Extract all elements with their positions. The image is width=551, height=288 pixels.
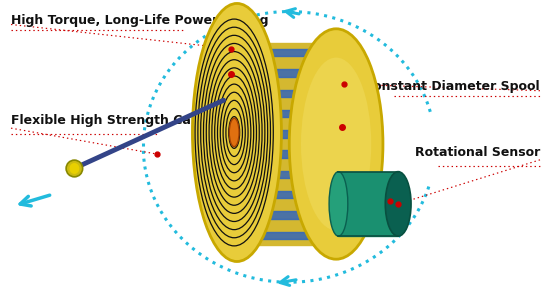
Polygon shape <box>338 172 398 236</box>
Polygon shape <box>237 90 336 97</box>
Ellipse shape <box>220 170 253 179</box>
Ellipse shape <box>220 130 253 138</box>
Ellipse shape <box>289 29 383 259</box>
Ellipse shape <box>220 211 253 219</box>
Polygon shape <box>237 69 336 77</box>
Ellipse shape <box>335 179 361 196</box>
Ellipse shape <box>320 211 353 219</box>
Ellipse shape <box>220 69 253 77</box>
Ellipse shape <box>220 109 253 118</box>
Polygon shape <box>237 191 336 198</box>
Ellipse shape <box>320 191 353 199</box>
Polygon shape <box>237 43 336 245</box>
Ellipse shape <box>320 231 353 239</box>
Ellipse shape <box>320 150 353 158</box>
Ellipse shape <box>320 89 353 97</box>
Text: Constant Diameter Spool: Constant Diameter Spool <box>364 80 540 93</box>
Text: Rotational Sensor: Rotational Sensor <box>415 146 540 159</box>
Ellipse shape <box>320 130 353 138</box>
Polygon shape <box>237 211 336 219</box>
Ellipse shape <box>220 191 253 199</box>
Ellipse shape <box>69 163 79 174</box>
Ellipse shape <box>192 3 282 262</box>
Ellipse shape <box>220 49 253 57</box>
Ellipse shape <box>229 118 239 147</box>
Ellipse shape <box>320 170 353 179</box>
Polygon shape <box>237 49 336 56</box>
Text: High Torque, Long-Life Power Spring: High Torque, Long-Life Power Spring <box>11 14 268 27</box>
Polygon shape <box>237 110 336 117</box>
Polygon shape <box>237 130 336 137</box>
Ellipse shape <box>66 160 83 177</box>
Ellipse shape <box>329 172 348 236</box>
Polygon shape <box>237 171 336 178</box>
Ellipse shape <box>320 69 353 77</box>
Polygon shape <box>237 232 336 239</box>
Ellipse shape <box>385 172 411 236</box>
Ellipse shape <box>220 231 253 239</box>
Ellipse shape <box>220 150 253 158</box>
Ellipse shape <box>301 58 371 230</box>
Ellipse shape <box>320 49 353 57</box>
Ellipse shape <box>320 109 353 118</box>
Polygon shape <box>237 151 336 158</box>
Ellipse shape <box>220 89 253 97</box>
Text: Flexible High Strength Cable: Flexible High Strength Cable <box>11 114 212 128</box>
